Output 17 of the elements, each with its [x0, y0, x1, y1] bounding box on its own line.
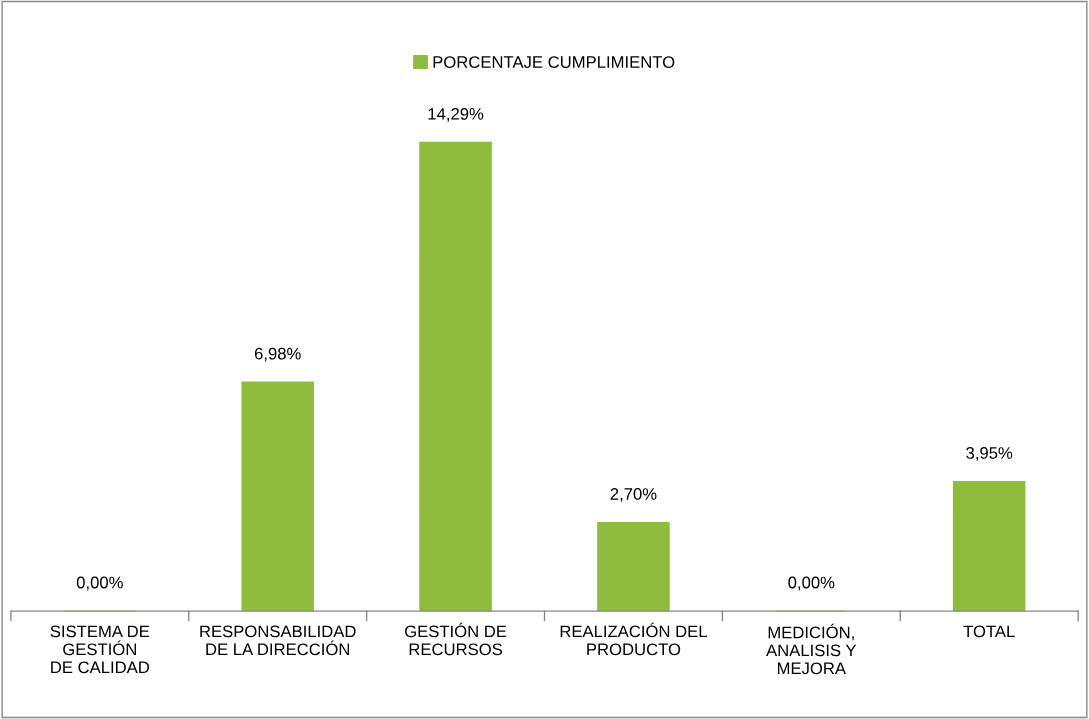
- x-tick-label: GESTIÓN DE RECURSOS: [405, 622, 507, 656]
- data-label: 0,00%: [788, 576, 835, 591]
- data-label: 14,29%: [428, 107, 484, 122]
- data-label: 0,00%: [76, 576, 123, 591]
- x-tick-label: TOTAL: [963, 625, 1015, 638]
- data-label: 6,98%: [254, 347, 301, 362]
- x-tick-label: SISTEMA DE GESTIÓN DE CALIDAD: [50, 625, 150, 674]
- bar: [241, 381, 314, 612]
- bar: [952, 480, 1026, 612]
- bar: [597, 521, 670, 612]
- data-label: 2,70%: [610, 488, 657, 502]
- legend-label: PORCENTAJE CUMPLIMIENTO: [433, 56, 675, 68]
- bar: [419, 141, 492, 612]
- data-label: 3,95%: [966, 447, 1013, 461]
- x-tick-label: MEDICIÓN, ANALISIS Y MEJORA: [766, 623, 857, 675]
- x-tick-label: RESPONSABILIDAD DE LA DIRECCIÓN: [200, 625, 356, 656]
- x-tick-label: REALIZACIÓN DEL PRODUCTO: [560, 622, 707, 656]
